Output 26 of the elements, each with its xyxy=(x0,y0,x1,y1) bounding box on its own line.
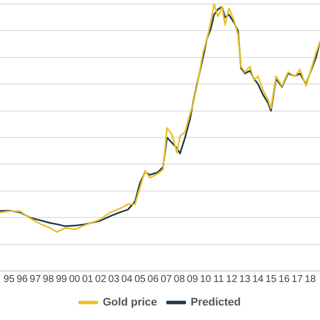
x-tick-label: 12 xyxy=(226,274,238,285)
x-tick-label: 17 xyxy=(292,274,304,285)
x-tick-label: 96 xyxy=(16,274,28,285)
x-tick-label: 95 xyxy=(3,274,16,285)
x-tick-label: 98 xyxy=(42,274,54,285)
x-tick-label: 97 xyxy=(30,274,42,285)
x-tick-label: 04 xyxy=(121,274,133,285)
legend-label: Predicted xyxy=(190,296,241,309)
x-tick-label: 14 xyxy=(252,274,264,285)
x-tick-label: 99 xyxy=(56,274,68,285)
x-tick-label: 07 xyxy=(160,274,172,285)
x-tick-label: 03 xyxy=(108,274,120,285)
x-tick-label: 10 xyxy=(200,274,212,285)
x-tick-label: 02 xyxy=(95,274,107,285)
x-tick-label: 00 xyxy=(68,274,81,285)
x-tick-label: 11 xyxy=(213,274,224,285)
x-tick-label: 01 xyxy=(82,274,94,285)
x-tick-label: 06 xyxy=(148,274,160,285)
x-tick-label: 08 xyxy=(174,274,186,285)
x-tick-label: 16 xyxy=(278,274,290,285)
x-tick-label: 15 xyxy=(265,274,278,285)
x-tick-label: 18 xyxy=(304,274,316,285)
legend-label: Gold price xyxy=(102,296,158,309)
x-tick-label: 13 xyxy=(239,274,251,285)
x-tick-label: 05 xyxy=(134,274,146,285)
x-tick-label: 09 xyxy=(186,274,198,285)
